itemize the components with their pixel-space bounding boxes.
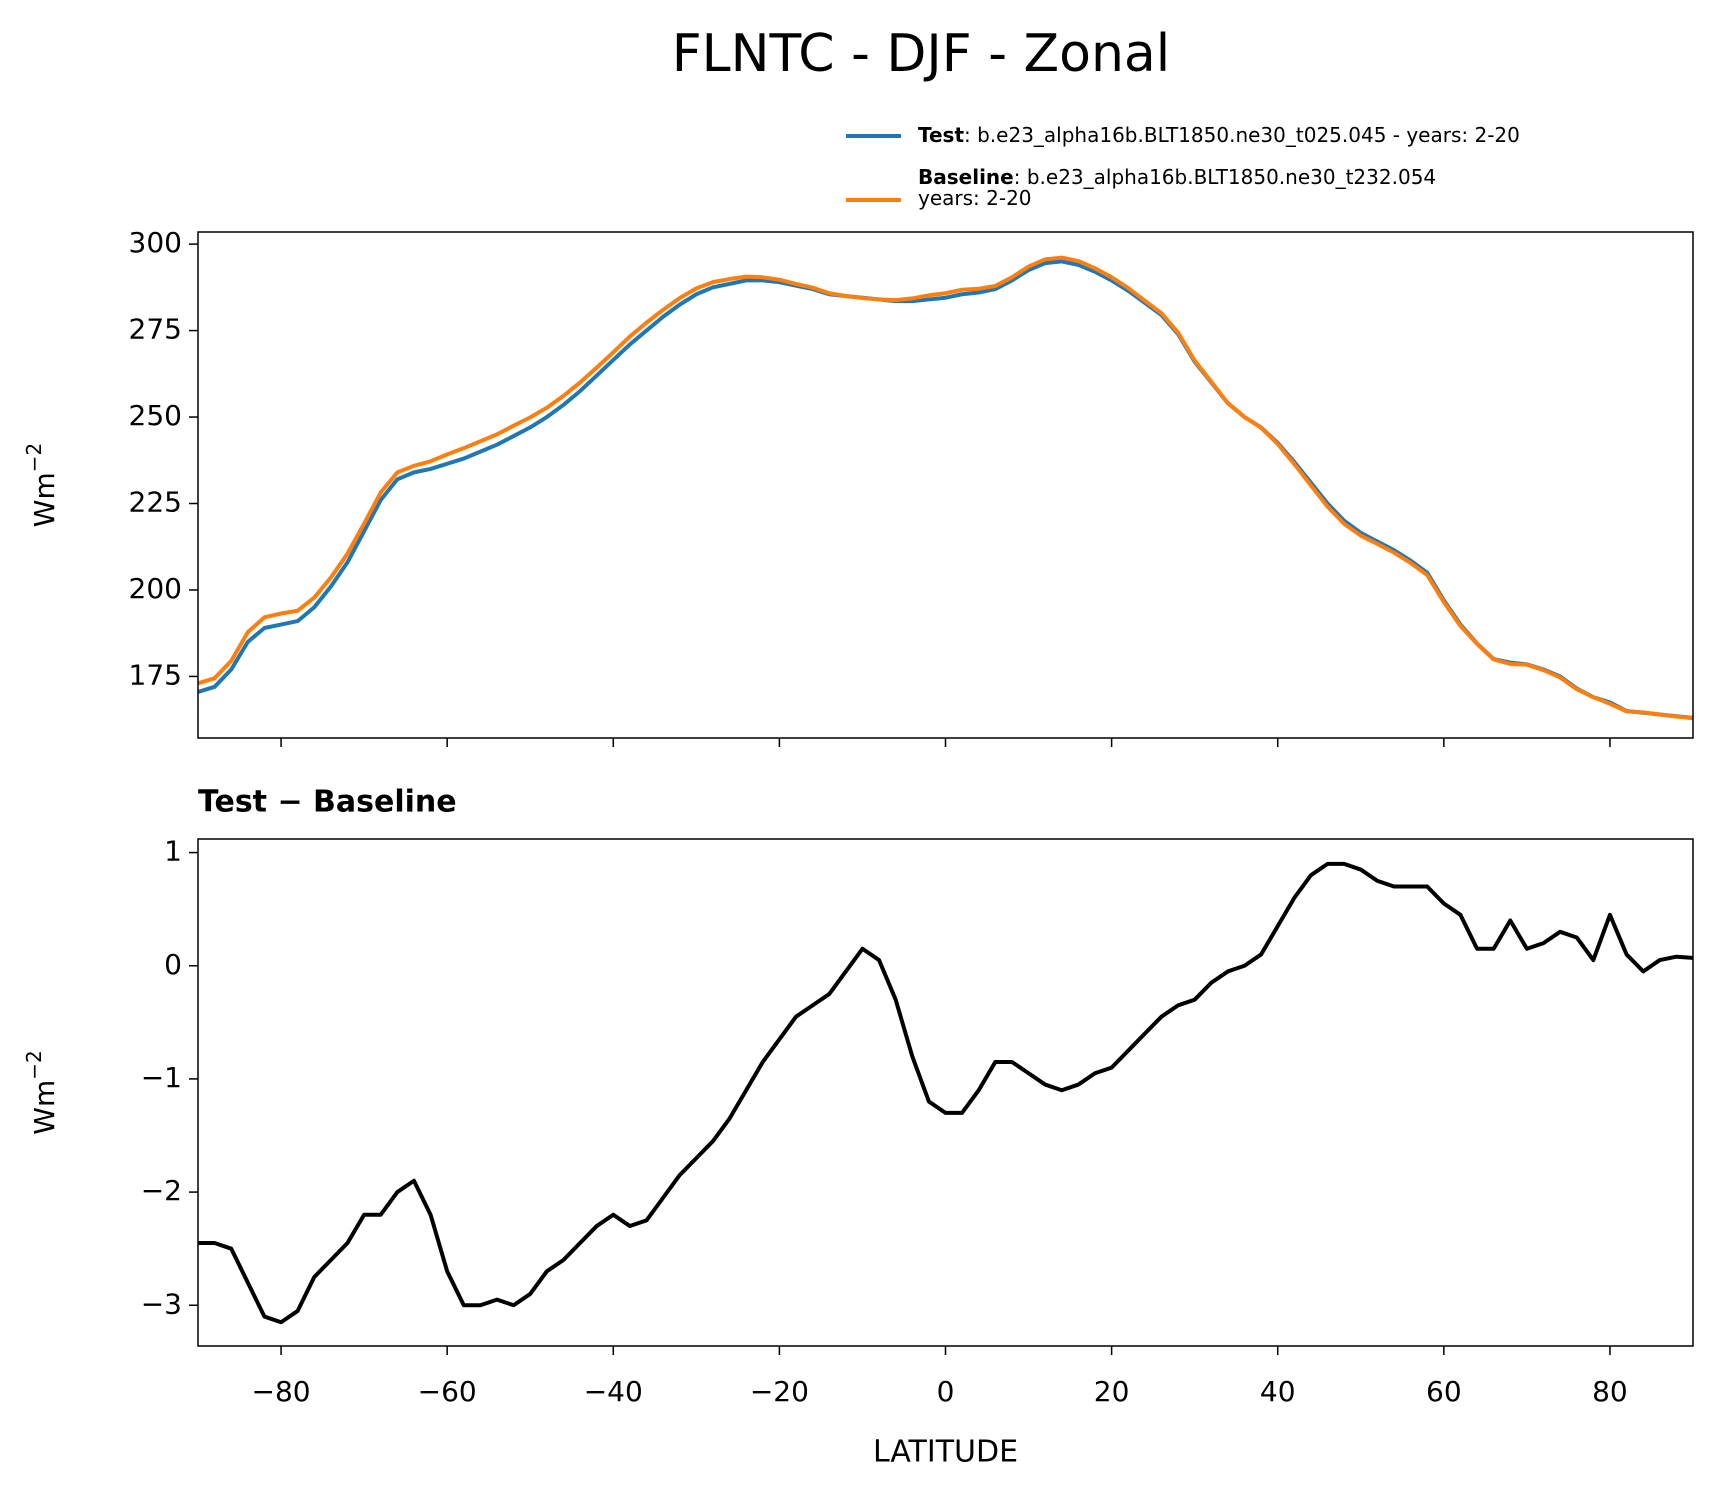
series-line [198, 861, 1693, 1325]
axes-frame [197, 838, 1694, 1347]
series-line [198, 255, 1693, 721]
x-axis-label: LATITUDE [873, 1435, 1018, 1470]
y-tick-label: 275 [129, 313, 182, 346]
legend-name: Baseline [918, 165, 1014, 189]
y-axis-label-exponent: −2 [22, 1050, 46, 1079]
x-tick-label: 40 [1260, 1375, 1296, 1408]
x-tick-label: −20 [750, 1375, 809, 1408]
y-axis-label-text: Wm [28, 472, 61, 527]
y-tick-label: 200 [129, 572, 182, 605]
chart-title: FLNTC - DJF - Zonal [672, 24, 1170, 84]
legend-description: : b.e23_alpha16b.BLT1850.ne30_t232.054 [1014, 165, 1436, 189]
legend-name: Test [918, 123, 964, 147]
legend-label: years: 2-20 [918, 186, 1032, 210]
y-tick-label: 0 [164, 948, 182, 981]
y-tick-label: −2 [141, 1174, 182, 1207]
panel-title: Test − Baseline [198, 785, 457, 820]
legend-label: Test: b.e23_alpha16b.BLT1850.ne30_t025.0… [918, 123, 1520, 147]
legend-description: : b.e23_alpha16b.BLT1850.ne30_t025.045 -… [964, 123, 1520, 147]
axes-frame [197, 231, 1694, 739]
y-tick-label: −3 [141, 1287, 182, 1320]
y-tick-label: −1 [141, 1061, 182, 1094]
y-tick-label: 250 [129, 399, 182, 432]
y-tick-label: 300 [129, 226, 182, 259]
x-tick-label: −40 [584, 1375, 643, 1408]
y-axis-label: Wm−2 [22, 1050, 62, 1134]
x-tick-label: 80 [1592, 1375, 1628, 1408]
x-tick-label: −60 [418, 1375, 477, 1408]
x-tick-label: 20 [1094, 1375, 1130, 1408]
x-tick-label: 60 [1426, 1375, 1462, 1408]
legend-description: years: 2-20 [918, 186, 1032, 210]
y-tick-label: 225 [129, 486, 182, 519]
x-tick-label: 0 [937, 1375, 955, 1408]
x-tick-label: −80 [252, 1375, 311, 1408]
legend-label: Baseline: b.e23_alpha16b.BLT1850.ne30_t2… [918, 165, 1436, 189]
y-tick-label: 175 [129, 658, 182, 691]
y-axis-label-exponent: −2 [22, 443, 46, 472]
y-tick-label: 1 [164, 835, 182, 868]
y-axis-label: Wm−2 [22, 443, 62, 527]
y-axis-label-text: Wm [28, 1080, 61, 1135]
